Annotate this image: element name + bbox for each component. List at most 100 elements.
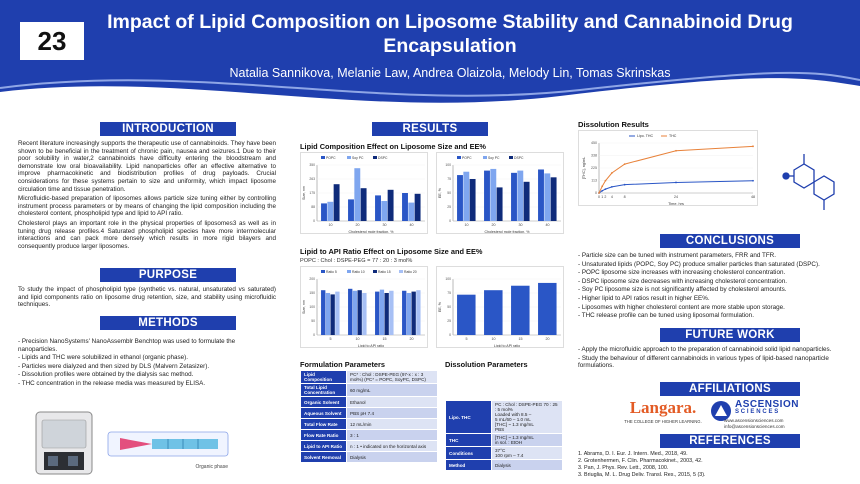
dissolution-value: PC : Chol : DSPE-PEG 70 : 25 : 5 mol% Lo… xyxy=(491,400,563,434)
bar xyxy=(484,170,490,221)
formulation-row: Flow Rate Ratio 3 : 1 xyxy=(300,429,438,441)
y-tick-label: 150 xyxy=(309,291,315,295)
bar xyxy=(402,290,407,335)
dissolution-key: THC xyxy=(445,433,492,447)
conclusion-item: - THC release profile can be tuned using… xyxy=(578,312,754,320)
formulation-parameters-table: Lipid Composition PC* : Chol : DSPE-PEG (… xyxy=(300,370,438,463)
formulation-value: PBS pH 7.4 xyxy=(346,407,438,419)
x-tick-label: 10 xyxy=(492,337,496,341)
x-tick-label: 10 xyxy=(356,337,360,341)
x-tick-label: 30 xyxy=(383,223,387,227)
bar xyxy=(484,290,503,335)
data-point xyxy=(604,188,607,191)
ascension-wordmark: ASCENSION xyxy=(735,399,799,410)
references-list: 1. Abrams, D. I. Eur. J. Intern. Med., 2… xyxy=(578,451,848,479)
results-heading: RESULTS xyxy=(372,122,488,136)
poster-number: 23 xyxy=(20,22,84,60)
dissolution-row: Lipo. THC PC : Chol : DSPE-PEG 70 : 25 : … xyxy=(445,400,563,434)
future-work-list: - Apply the microfluidic approach to the… xyxy=(578,346,848,371)
header-wave-decoration xyxy=(0,71,860,108)
bar xyxy=(414,193,421,221)
introduction-paragraph-1: Recent literature increasingly supports … xyxy=(18,140,276,193)
bar xyxy=(354,168,361,221)
y-tick-label: 50 xyxy=(447,305,451,309)
data-point xyxy=(623,163,626,166)
y-axis-label: Size, nm xyxy=(302,300,306,314)
ee-vs-ratio-chart: 0 25 50 75 100 5 10 15 20 Lipid to API ratio EE, % xyxy=(436,266,564,348)
bar xyxy=(517,170,524,221)
bar xyxy=(490,168,497,221)
bar xyxy=(381,201,388,221)
ascension-logo: ASCENSION SCIENCES www.ascensionsciences… xyxy=(710,398,850,430)
legend-swatch xyxy=(457,156,461,159)
references-heading: REFERENCES xyxy=(660,434,800,448)
data-point xyxy=(610,172,613,174)
introduction-paragraph-2: Microfluidic-based preparation of liposo… xyxy=(18,195,276,218)
methods-item: - Precision NanoSystems' NanoAssemblr Be… xyxy=(18,338,236,353)
formulation-value: PC* : Chol : DSPE-PEG (97-x : x : 3 mol%… xyxy=(346,370,438,384)
formulation-key: Solvent Removal xyxy=(300,451,347,463)
dissolution-row: THC [THC] ~ 1.3 mg/mL in sol. : EtOH xyxy=(445,433,563,447)
y-tick-label: 200 xyxy=(309,277,315,281)
data-point xyxy=(610,185,613,188)
bar xyxy=(457,294,476,335)
poster-authors: Natalia Sannikova, Melanie Law, Andrea O… xyxy=(229,66,671,80)
dissolution-row: Method Dialysis xyxy=(445,459,563,471)
x-tick-label: 24 xyxy=(674,195,678,199)
cannabinoid-molecule-icon xyxy=(774,148,844,218)
formulation-value: 3 : 1 xyxy=(346,429,438,441)
formulation-key: Organic Solvent xyxy=(300,396,347,408)
legend-swatch xyxy=(321,156,325,159)
langara-wordmark: Langara. xyxy=(629,398,697,417)
legend-swatch xyxy=(399,270,403,273)
formulation-key: Lipid to API Ratio xyxy=(300,440,347,452)
ascension-website[interactable]: www.ascensionsciences.com xyxy=(724,418,784,423)
formulation-row: Aqueous Solvent PBS pH 7.4 xyxy=(300,407,438,419)
formulation-row: Total Lipid Concentration 60 mg/mL xyxy=(300,383,438,397)
conclusion-item: - DSPC liposome size decreases with incr… xyxy=(578,277,787,285)
bar xyxy=(496,187,503,221)
formulation-row: Lipid Composition PC* : Chol : DSPE-PEG (… xyxy=(300,370,438,384)
methods-item: - Dissolution profiles were obtained by … xyxy=(18,371,194,379)
y-tick-label: 225 xyxy=(591,166,597,170)
dissolution-row: Conditions 37°C 100 rpm – 7.4 xyxy=(445,446,563,460)
legend-label: Ratio 5 xyxy=(326,270,337,274)
x-tick-label: 40 xyxy=(410,223,414,227)
legend-swatch xyxy=(347,156,351,159)
formulation-row: Solvent Removal Dialysis xyxy=(300,451,438,463)
ascension-sciences-wordmark: SCIENCES xyxy=(735,409,781,415)
x-tick-label: 20 xyxy=(410,337,414,341)
introduction-paragraph-3: Cholesterol plays an important role in t… xyxy=(18,219,276,250)
formulation-value: 12 mL/min xyxy=(346,418,438,430)
y-tick-label: 75 xyxy=(447,177,451,181)
formulation-value: n : 1 • indicated on the horizontal axis xyxy=(346,440,438,452)
reference-item: 3. Briuglia, M. L. Drug Deliv. Transl. R… xyxy=(578,472,706,478)
y-axis-label: [THC], ng/mL xyxy=(582,157,586,180)
size-vs-cholesterol-chart: 0 88 175 263 350 10 20 30 40 Cholesterol mole fra… xyxy=(300,152,428,234)
bar xyxy=(469,179,476,221)
x-tick-label: 5 xyxy=(330,337,332,341)
x-tick-label: 2 xyxy=(604,195,606,199)
legend-label: Lipo. THC xyxy=(637,134,654,138)
dissolution-results-heading: Dissolution Results xyxy=(578,120,649,129)
conclusions-heading: CONCLUSIONS xyxy=(660,234,800,248)
bar xyxy=(544,173,551,221)
data-point xyxy=(752,145,754,148)
y-axis-label: EE, % xyxy=(438,187,442,198)
legend-swatch xyxy=(483,156,487,159)
legend-swatch xyxy=(373,156,377,159)
nanoassemblr-illustration: Organic phase xyxy=(35,411,229,475)
future-work-heading: FUTURE WORK xyxy=(660,328,800,342)
bar xyxy=(327,201,334,221)
data-point xyxy=(604,179,607,182)
ascension-email[interactable]: info@ascensionsciences.com xyxy=(724,424,785,429)
y-tick-label: 338 xyxy=(591,154,597,158)
formulation-row: Total Flow Rate 12 mL/min xyxy=(300,418,438,430)
legend-label: DSPC xyxy=(514,156,524,160)
bar xyxy=(357,290,362,335)
formulation-value: Dialysis xyxy=(346,451,438,463)
x-axis-label: Time, hrs xyxy=(668,202,684,206)
ascension-symbol-icon xyxy=(711,401,731,421)
bar xyxy=(375,291,380,335)
bar xyxy=(348,288,353,335)
